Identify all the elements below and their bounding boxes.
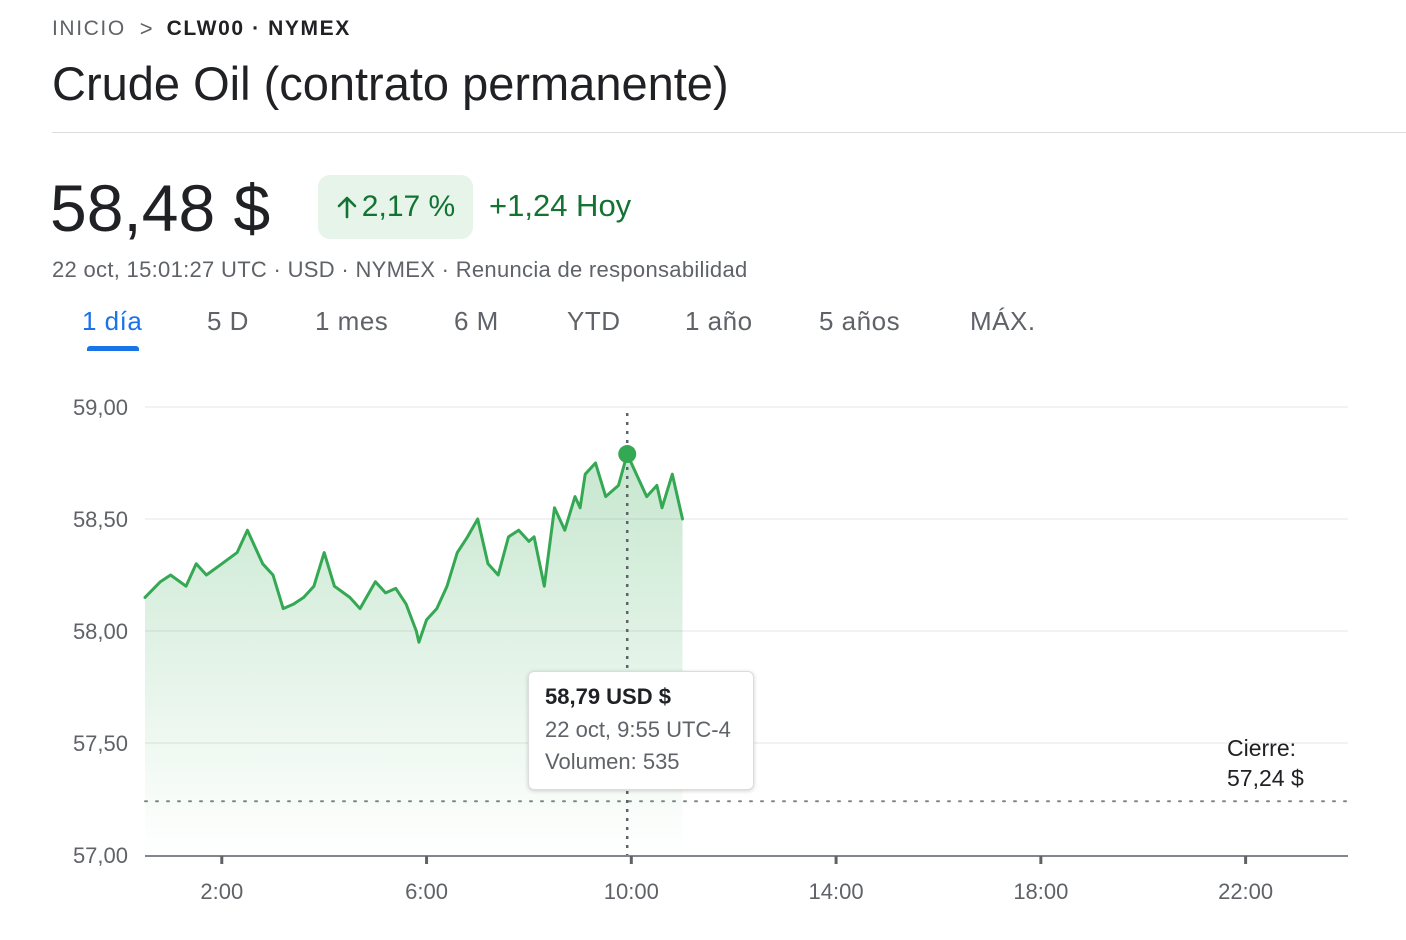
x-tick-label: 18:00 bbox=[1013, 879, 1068, 904]
current-price: 58,48 $ bbox=[50, 171, 271, 245]
previous-close-value: 57,24 $ bbox=[1227, 765, 1304, 791]
x-tick-label: 10:00 bbox=[604, 879, 659, 904]
tooltip-volume: Volumen: 535 bbox=[545, 749, 680, 774]
y-tick-label: 59,00 bbox=[73, 395, 128, 420]
x-tick-label: 2:00 bbox=[200, 879, 243, 904]
y-tick-label: 58,50 bbox=[73, 507, 128, 532]
price-chart[interactable]: 59,00 58,50 58,00 57,50 57,00 2:00 6:00 10:00 1… bbox=[0, 380, 1406, 920]
y-tick-label: 57,00 bbox=[73, 843, 128, 868]
change-today: +1,24 Hoy bbox=[489, 188, 632, 223]
breadcrumb-current: CLW00 · NYMEX bbox=[166, 17, 351, 40]
chevron-right-icon: > bbox=[139, 16, 153, 41]
tab-5-years[interactable]: 5 años bbox=[819, 306, 901, 336]
tab-1-year[interactable]: 1 año bbox=[685, 306, 753, 336]
tab-1-day[interactable]: 1 día bbox=[82, 306, 143, 336]
meta-separator: · bbox=[273, 257, 282, 282]
tab-1-month[interactable]: 1 mes bbox=[315, 306, 389, 336]
x-tick-label: 6:00 bbox=[405, 879, 448, 904]
change-percent: 2,17 % bbox=[361, 190, 456, 223]
hover-point bbox=[618, 445, 637, 464]
chart-tooltip: 58,79 USD $ 22 oct, 9:55 UTC-4 Volumen: … bbox=[528, 671, 754, 790]
meta-separator: · bbox=[441, 257, 450, 282]
series-line bbox=[143, 452, 684, 644]
active-tab-indicator bbox=[87, 346, 139, 351]
tab-5-days[interactable]: 5 D bbox=[207, 306, 249, 336]
arrow-up-icon bbox=[337, 196, 357, 219]
x-tick-label: 22:00 bbox=[1218, 879, 1273, 904]
quote-meta: 22 oct, 15:01:27 UTC · USD · NYMEX · Ren… bbox=[52, 257, 748, 283]
series-area bbox=[145, 454, 683, 855]
breadcrumb: INICIO > CLW00 · NYMEX bbox=[52, 16, 351, 42]
breadcrumb-home-link[interactable]: INICIO bbox=[52, 17, 126, 40]
tab-max[interactable]: MÁX. bbox=[970, 306, 1036, 336]
quote-currency: USD bbox=[287, 257, 335, 282]
quote-timestamp: 22 oct, 15:01:27 UTC bbox=[52, 257, 268, 282]
disclaimer-link[interactable]: Renuncia de responsabilidad bbox=[455, 257, 748, 282]
page-title: Crude Oil (contrato permanente) bbox=[52, 57, 729, 110]
tab-6-months[interactable]: 6 M bbox=[454, 306, 499, 336]
tooltip-price: 58,79 USD $ bbox=[545, 684, 671, 709]
y-tick-label: 57,50 bbox=[73, 731, 128, 756]
x-tick-label: 14:00 bbox=[809, 879, 864, 904]
meta-separator: · bbox=[341, 257, 350, 282]
y-tick-label: 58,00 bbox=[73, 619, 128, 644]
change-percent-badge: 2,17 % bbox=[318, 175, 473, 239]
tooltip-time: 22 oct, 9:55 UTC-4 bbox=[545, 717, 731, 742]
divider bbox=[52, 132, 1406, 133]
quote-exchange: NYMEX bbox=[355, 257, 436, 282]
tab-ytd[interactable]: YTD bbox=[567, 306, 621, 336]
previous-close-label: Cierre: bbox=[1227, 735, 1296, 761]
